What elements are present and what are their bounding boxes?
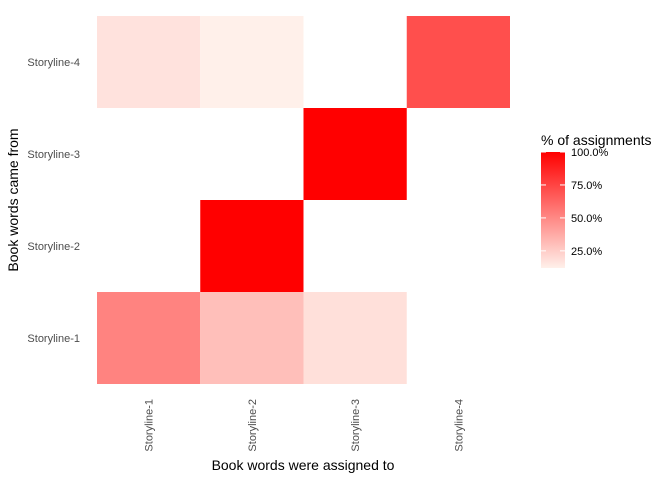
y-tick-label: Storyline-2 — [27, 241, 80, 253]
y-tick-labels: Storyline-1 Storyline-2 Storyline-3 Storyli… — [27, 57, 80, 345]
legend-tick-label: 75.0% — [571, 180, 602, 192]
x-tick-labels: Storyline-1 Storyline-2 Storyline-3 Storyli… — [144, 399, 466, 452]
heatmap-cell — [200, 200, 304, 292]
legend-tick-label: 25.0% — [571, 246, 602, 258]
heatmap-cell — [97, 16, 201, 108]
legend: % of assignments 100.0% 75.0% 50.0% 25.0% — [541, 132, 652, 268]
heatmap-cell — [200, 292, 304, 384]
heatmap-cell — [303, 292, 407, 384]
heatmap-cell — [303, 108, 407, 200]
y-tick-label: Storyline-4 — [27, 57, 80, 69]
heatmap-cell — [200, 16, 304, 108]
x-axis-title: Book words were assigned to — [212, 457, 395, 473]
y-tick-label: Storyline-1 — [27, 333, 80, 345]
x-tick-label: Storyline-4 — [453, 399, 465, 452]
legend-title: % of assignments — [541, 132, 652, 148]
heatmap-cell — [406, 16, 510, 108]
legend-colorbar — [541, 152, 565, 268]
heatmap-cells — [97, 16, 510, 384]
y-axis-title: Book words came from — [5, 128, 21, 271]
x-tick-label: Storyline-3 — [350, 399, 362, 452]
legend-tick-labels: 100.0% 75.0% 50.0% 25.0% — [541, 147, 609, 258]
legend-tick-label: 100.0% — [571, 147, 609, 159]
y-tick-label: Storyline-3 — [27, 149, 80, 161]
x-tick-label: Storyline-1 — [144, 399, 156, 452]
x-tick-label: Storyline-2 — [247, 399, 259, 452]
legend-tick-label: 50.0% — [571, 213, 602, 225]
heatmap-cell — [97, 292, 201, 384]
